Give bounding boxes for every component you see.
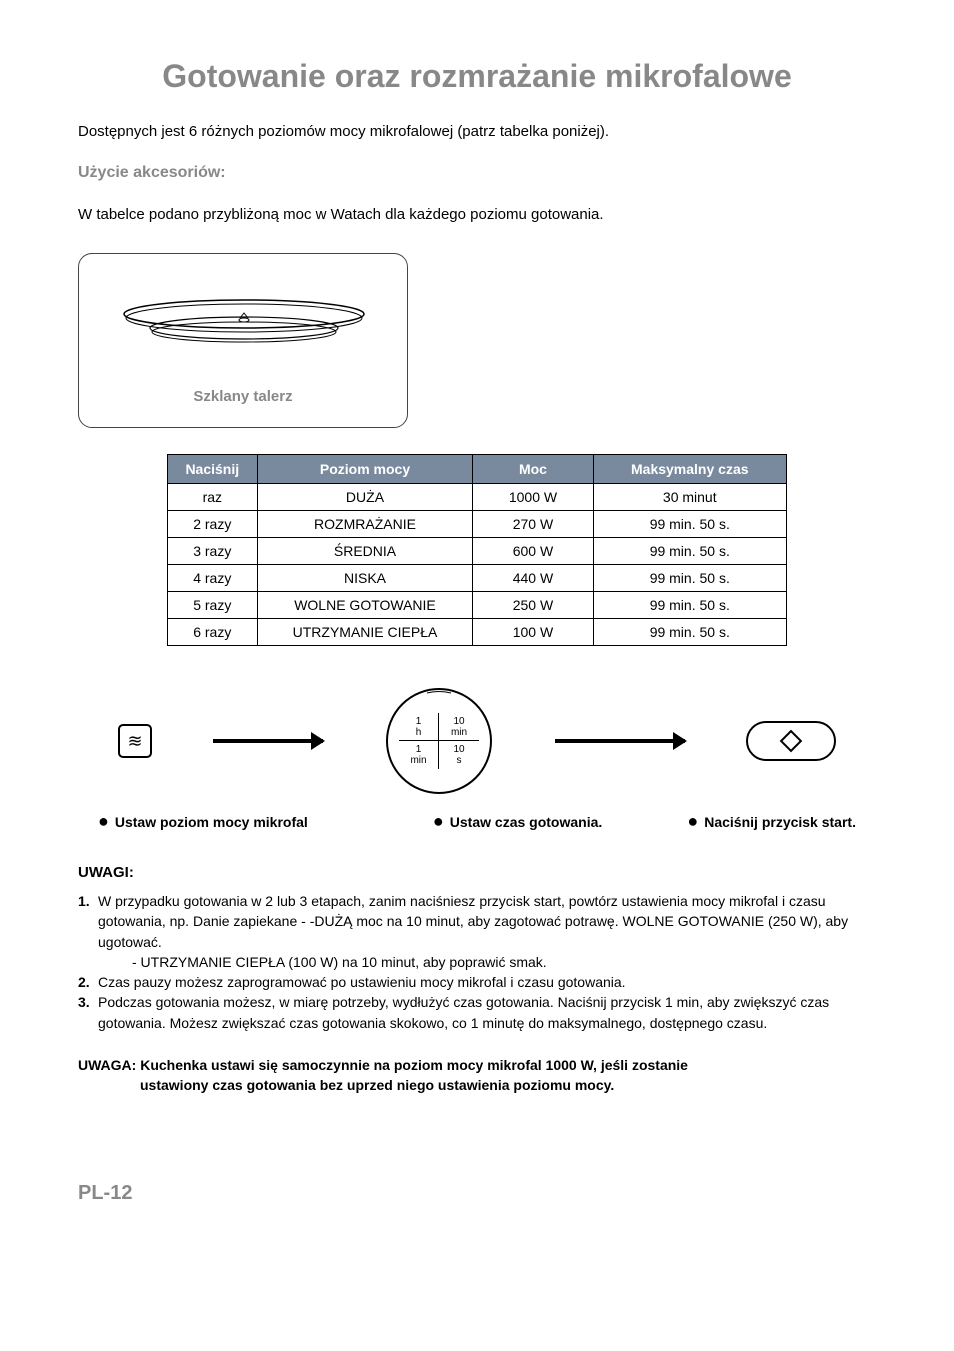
notes-heading: UWAGI: (78, 864, 876, 881)
bullet-icon: ● (687, 814, 698, 828)
power-table: Naciśnij Poziom mocy Moc Maksymalny czas… (167, 454, 787, 646)
th-press: Naciśnij (168, 455, 258, 484)
arrow-icon (213, 739, 323, 743)
accessory-box: Szklany talerz (78, 253, 408, 428)
diamond-icon (780, 730, 803, 753)
th-power: Moc (473, 455, 593, 484)
bullet-icon: ● (433, 814, 444, 828)
timer-dial: 1h 10min 1min 10s (384, 686, 494, 796)
th-max: Maksymalny czas (593, 455, 786, 484)
note-item: 1. W przypadku gotowania w 2 lub 3 etapa… (78, 891, 876, 972)
accessory-label: Szklany talerz (79, 388, 407, 405)
table-row: 5 razyWOLNE GOTOWANIE250 W99 min. 50 s. (168, 592, 787, 619)
table-header-row: Naciśnij Poziom mocy Moc Maksymalny czas (168, 455, 787, 484)
table-row: 4 razyNISKA440 W99 min. 50 s. (168, 565, 787, 592)
table-row: 3 razyŚREDNIA600 W99 min. 50 s. (168, 538, 787, 565)
steps-row: ≋ 1h 10min 1min 10s (78, 686, 876, 796)
approx-text: W tabelce podano przybliżoną moc w Watac… (78, 206, 876, 223)
plate-icon (119, 294, 369, 354)
caption-press-start: ● Naciśnij przycisk start. (687, 814, 856, 830)
th-level: Poziom mocy (257, 455, 473, 484)
bullet-icon: ● (98, 814, 109, 828)
table-row: 6 razyUTRZYMANIE CIEPŁA100 W99 min. 50 s… (168, 619, 787, 646)
table-row: 2 razyROZMRAŻANIE270 W99 min. 50 s. (168, 511, 787, 538)
arrow-icon (555, 739, 685, 743)
intro-text: Dostępnych jest 6 różnych poziomów mocy … (78, 123, 876, 140)
note-item: 3. Podczas gotowania możesz, w miarę pot… (78, 992, 876, 1033)
caption-set-time: ● Ustaw czas gotowania. (433, 814, 602, 830)
accessories-heading: Użycie akcesoriów: (78, 164, 876, 182)
note-item: 2. Czas pauzy możesz zaprogramować po us… (78, 972, 876, 992)
start-button-icon (746, 721, 836, 761)
caption-set-power: ● Ustaw poziom mocy mikrofal (98, 814, 308, 830)
table-row: razDUŻA1000 W30 minut (168, 484, 787, 511)
microwave-icon: ≋ (118, 724, 152, 758)
warning-note: UWAGA: Kuchenka ustawi się samoczynnie n… (78, 1055, 876, 1096)
notes-list: 1. W przypadku gotowania w 2 lub 3 etapa… (78, 891, 876, 1033)
captions-row: ● Ustaw poziom mocy mikrofal ● Ustaw cza… (78, 814, 876, 830)
page-number: PL-12 (78, 1182, 876, 1205)
page-title: Gotowanie oraz rozmrażanie mikrofalowe (78, 58, 876, 95)
